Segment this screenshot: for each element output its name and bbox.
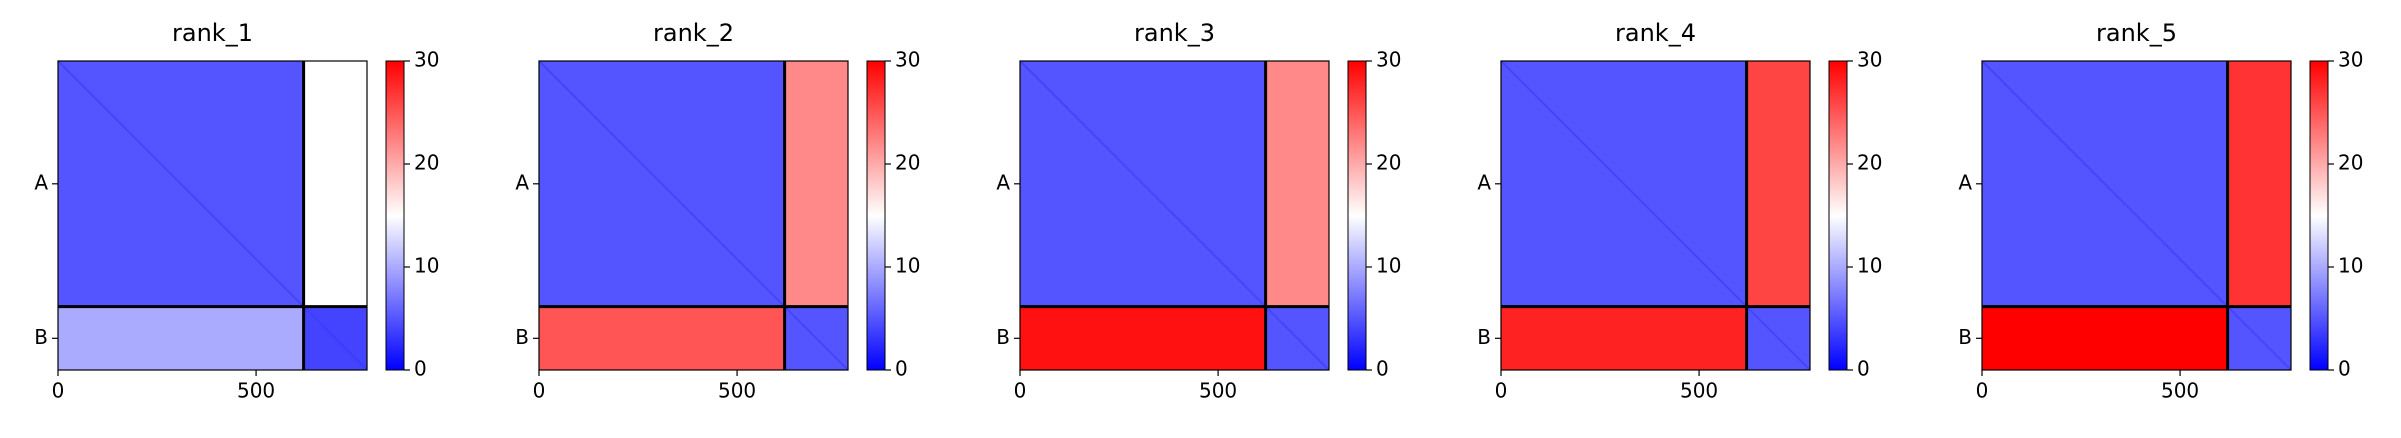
plot-frame — [1981, 60, 2292, 371]
heatmap-cell — [1265, 61, 1329, 307]
colorbar-tick-label: 30 — [895, 48, 920, 72]
colorbar-tick-label: 10 — [2338, 254, 2363, 278]
x-tick-label: 500 — [1199, 379, 1237, 403]
colorbar-tick-label: 0 — [1376, 357, 1389, 381]
colorbar-tick-label: 10 — [1376, 254, 1401, 278]
panel-title: rank_2 — [653, 19, 734, 47]
y-tick-label: B — [996, 325, 1010, 349]
x-tick-label: 500 — [237, 379, 275, 403]
heatmap-cell — [303, 61, 367, 307]
colorbar-tick-label: 30 — [414, 48, 439, 72]
diagonal — [538, 60, 849, 371]
heatmap-cell — [539, 306, 785, 370]
heatmap-cell — [1746, 61, 1810, 307]
plot-frame — [57, 60, 368, 371]
panel-title: rank_3 — [1134, 19, 1215, 47]
panel-title: rank_1 — [172, 19, 253, 47]
y-tick-label: A — [34, 170, 48, 194]
colorbar-tick-label: 20 — [895, 151, 920, 175]
plot-frame — [1019, 60, 1330, 371]
colorbar — [1347, 60, 1367, 371]
panel-title: rank_5 — [2096, 19, 2177, 47]
colorbar — [2309, 60, 2329, 371]
colorbar — [866, 60, 886, 371]
x-tick-label: 0 — [52, 379, 65, 403]
colorbar-tick-label: 10 — [895, 254, 920, 278]
colorbar — [1828, 60, 1848, 371]
y-tick-label: B — [1477, 325, 1491, 349]
heatmap-cell — [1982, 306, 2228, 370]
x-tick-label: 500 — [2161, 379, 2199, 403]
colorbar-tick-label: 30 — [1857, 48, 1882, 72]
diagonal — [1019, 60, 1330, 371]
panel-title: rank_4 — [1615, 19, 1696, 47]
y-tick-label: A — [1958, 170, 1972, 194]
y-tick-label: A — [515, 170, 529, 194]
y-tick-label: A — [996, 170, 1010, 194]
y-tick-label: B — [34, 325, 48, 349]
colorbar-tick-label: 0 — [895, 357, 908, 381]
x-tick-label: 0 — [1495, 379, 1508, 403]
x-tick-label: 500 — [718, 379, 756, 403]
colorbar-tick-label: 30 — [1376, 48, 1401, 72]
colorbar-tick-label: 0 — [2338, 357, 2351, 381]
x-tick-label: 500 — [1680, 379, 1718, 403]
colorbar-tick-label: 10 — [414, 254, 439, 278]
colorbar-tick-label: 30 — [2338, 48, 2363, 72]
y-tick-label: B — [1958, 325, 1972, 349]
colorbar-tick-label: 10 — [1857, 254, 1882, 278]
heatmap-cell — [58, 306, 304, 370]
y-tick-label: B — [515, 325, 529, 349]
diagonal — [1500, 60, 1811, 371]
y-tick-label: A — [1477, 170, 1491, 194]
heatmap-cell — [2227, 61, 2291, 307]
heatmap-cell — [1020, 306, 1266, 370]
colorbar-tick-label: 20 — [1376, 151, 1401, 175]
colorbar-tick-label: 0 — [414, 357, 427, 381]
heatmap-cell — [784, 61, 848, 307]
heatmap-cell — [1501, 306, 1747, 370]
x-tick-label: 0 — [533, 379, 546, 403]
diagonal — [57, 60, 368, 371]
plot-frame — [538, 60, 849, 371]
diagonal — [1981, 60, 2292, 371]
colorbar-tick-label: 20 — [1857, 151, 1882, 175]
colorbar-tick-label: 20 — [414, 151, 439, 175]
x-tick-label: 0 — [1976, 379, 1989, 403]
colorbar-tick-label: 20 — [2338, 151, 2363, 175]
x-tick-label: 0 — [1014, 379, 1027, 403]
colorbar — [385, 60, 405, 371]
colorbar-tick-label: 0 — [1857, 357, 1870, 381]
plot-frame — [1500, 60, 1811, 371]
